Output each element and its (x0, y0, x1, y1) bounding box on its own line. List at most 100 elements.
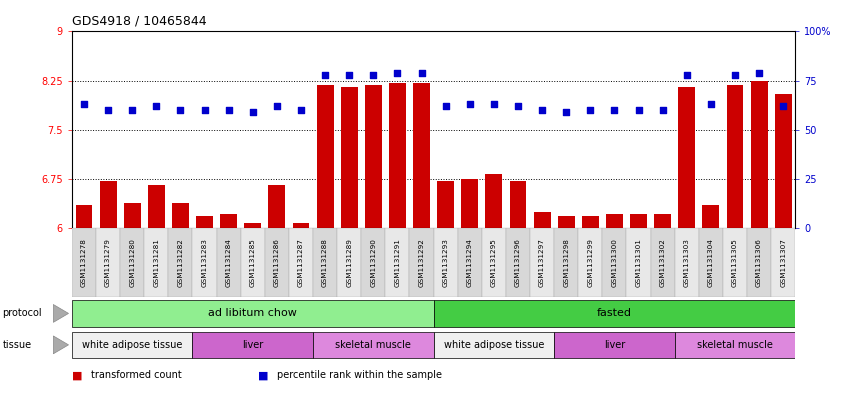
Text: GSM1131296: GSM1131296 (515, 238, 521, 287)
Bar (96, 228, 120, 297)
Text: GSM1131281: GSM1131281 (153, 238, 159, 287)
Bar (365, 85, 382, 228)
Text: GSM1131290: GSM1131290 (371, 238, 376, 287)
Bar (341, 87, 358, 228)
Bar (582, 216, 599, 228)
Point (752, 70, 766, 76)
Text: GSM1131291: GSM1131291 (394, 238, 400, 287)
Text: transformed count: transformed count (91, 370, 181, 380)
Bar (192, 332, 313, 358)
Bar (775, 94, 792, 228)
Text: tissue: tissue (3, 340, 31, 350)
Text: ■: ■ (72, 370, 86, 380)
Text: percentile rank within the sample: percentile rank within the sample (277, 370, 442, 380)
Bar (120, 228, 144, 297)
Point (559, 109, 573, 115)
Bar (433, 332, 554, 358)
Point (318, 72, 332, 78)
Bar (389, 83, 406, 228)
Text: fasted: fasted (597, 309, 632, 318)
Bar (385, 228, 409, 297)
Point (102, 107, 115, 113)
Point (680, 72, 694, 78)
Text: GSM1131297: GSM1131297 (539, 238, 545, 287)
Text: protocol: protocol (3, 309, 42, 318)
Polygon shape (53, 305, 69, 322)
Text: GSM1131298: GSM1131298 (563, 238, 569, 287)
Bar (217, 228, 240, 297)
Bar (240, 228, 265, 297)
Bar (316, 85, 333, 228)
Bar (486, 174, 503, 228)
Bar (409, 228, 433, 297)
Bar (72, 300, 433, 327)
Text: ad libitum chow: ad libitum chow (208, 309, 297, 318)
Bar (702, 205, 719, 228)
Bar (534, 211, 551, 228)
Text: GSM1131289: GSM1131289 (346, 238, 352, 287)
Text: GSM1131304: GSM1131304 (708, 238, 714, 287)
Point (366, 72, 380, 78)
Text: ■: ■ (258, 370, 272, 380)
Bar (437, 181, 454, 228)
Text: GSM1131305: GSM1131305 (732, 238, 738, 287)
Point (270, 103, 283, 109)
Bar (630, 213, 647, 228)
Bar (172, 203, 189, 228)
Point (728, 72, 742, 78)
Point (704, 101, 717, 107)
Bar (124, 203, 140, 228)
Text: GSM1131303: GSM1131303 (684, 238, 689, 287)
Point (246, 109, 260, 115)
Text: white adipose tissue: white adipose tissue (443, 340, 544, 350)
Bar (433, 300, 795, 327)
Bar (293, 223, 310, 228)
Point (607, 107, 621, 113)
Point (487, 101, 501, 107)
Bar (771, 228, 795, 297)
Point (415, 70, 428, 76)
Bar (606, 213, 623, 228)
Bar (750, 81, 767, 228)
Bar (220, 213, 237, 228)
Bar (554, 228, 578, 297)
Point (391, 70, 404, 76)
Point (294, 107, 308, 113)
Bar (144, 228, 168, 297)
Bar (192, 228, 217, 297)
Text: GSM1131302: GSM1131302 (660, 238, 666, 287)
Bar (678, 87, 695, 228)
Bar (361, 228, 385, 297)
Point (222, 107, 235, 113)
Text: GSM1131294: GSM1131294 (467, 238, 473, 287)
Bar (148, 185, 165, 228)
Point (536, 107, 549, 113)
Bar (506, 228, 530, 297)
Bar (75, 205, 92, 228)
Point (463, 101, 476, 107)
Text: skeletal muscle: skeletal muscle (335, 340, 411, 350)
Point (439, 103, 453, 109)
Bar (268, 185, 285, 228)
Text: liver: liver (242, 340, 263, 350)
Bar (458, 228, 481, 297)
Bar (530, 228, 554, 297)
Text: GSM1131301: GSM1131301 (635, 238, 641, 287)
Text: GSM1131282: GSM1131282 (178, 238, 184, 287)
Text: GSM1131306: GSM1131306 (756, 238, 762, 287)
Bar (747, 228, 771, 297)
Bar (461, 179, 478, 228)
Bar (699, 228, 722, 297)
Text: white adipose tissue: white adipose tissue (82, 340, 183, 350)
Bar (72, 228, 96, 297)
Bar (481, 228, 506, 297)
Point (584, 107, 597, 113)
Text: GSM1131295: GSM1131295 (491, 238, 497, 287)
Bar (265, 228, 288, 297)
Text: GSM1131280: GSM1131280 (129, 238, 135, 287)
Text: GSM1131284: GSM1131284 (226, 238, 232, 287)
Text: GSM1131307: GSM1131307 (780, 238, 786, 287)
Point (632, 107, 645, 113)
Bar (196, 216, 213, 228)
Bar (626, 228, 651, 297)
